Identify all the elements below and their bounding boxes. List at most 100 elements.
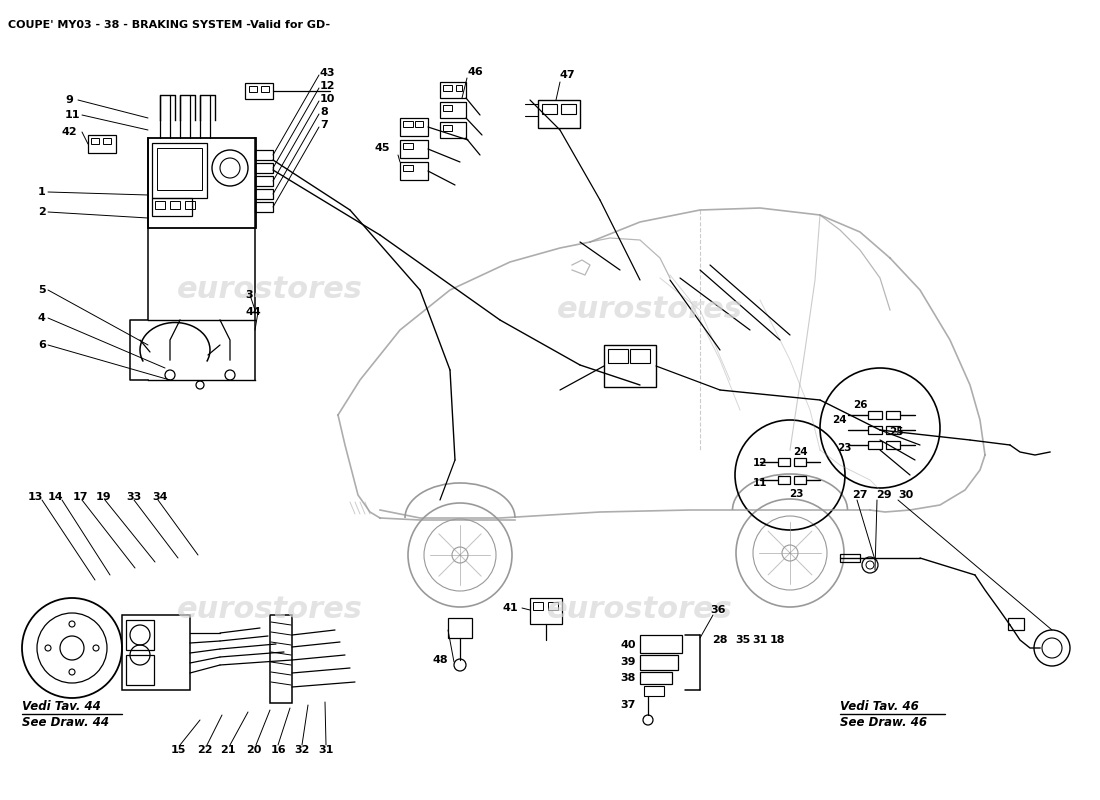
Bar [794,458,806,466]
Text: 24: 24 [793,447,807,457]
Bar [548,602,558,610]
Text: 43: 43 [320,68,336,78]
Bar [886,411,900,419]
Bar [443,105,452,111]
Bar [886,441,900,449]
Bar [530,598,562,624]
Bar [103,138,111,144]
Text: 6: 6 [39,340,46,350]
Bar [157,148,202,190]
Text: 38: 38 [620,673,636,683]
Text: 21: 21 [220,745,235,755]
Bar [122,615,190,690]
Text: 22: 22 [197,745,212,755]
Bar [400,118,428,136]
Text: 13: 13 [28,492,43,502]
Text: 20: 20 [246,745,262,755]
Bar [456,85,462,91]
Bar [534,602,543,610]
Bar [400,140,428,158]
Text: 40: 40 [620,640,636,650]
Text: 12: 12 [752,458,767,468]
Text: 17: 17 [73,492,88,502]
Text: See Draw. 44: See Draw. 44 [22,716,109,729]
Bar [630,349,650,363]
Bar [886,426,900,434]
Text: 11: 11 [752,478,767,488]
Text: 3: 3 [245,290,253,300]
Bar [170,201,180,209]
Bar [604,345,656,387]
Bar [261,86,270,92]
Text: 12: 12 [320,81,336,91]
Text: eurostores: eurostores [177,595,363,625]
Text: 31: 31 [318,745,333,755]
Bar [440,122,466,138]
Bar [249,86,257,92]
Bar [440,102,466,118]
Text: eurostores: eurostores [547,595,733,625]
Text: 27: 27 [852,490,868,500]
Text: 15: 15 [170,745,186,755]
Text: Vedi Tav. 44: Vedi Tav. 44 [22,700,101,713]
Text: 11: 11 [65,110,80,120]
Text: 41: 41 [503,603,518,613]
Bar [403,143,412,149]
Text: 24: 24 [833,415,847,425]
Text: See Draw. 46: See Draw. 46 [840,716,927,729]
Bar [400,162,428,180]
Text: 7: 7 [320,120,328,130]
Text: 9: 9 [65,95,73,105]
Text: 19: 19 [96,492,111,502]
Bar [794,476,806,484]
Bar [403,165,412,171]
Bar [91,138,99,144]
Bar [868,411,882,419]
Text: 37: 37 [620,700,636,710]
Text: 48: 48 [432,655,448,665]
Bar [255,176,273,186]
Text: 44: 44 [245,307,261,317]
Bar [255,202,273,212]
Bar [255,189,273,199]
Bar [542,104,557,114]
Text: 25: 25 [889,427,903,437]
Text: 10: 10 [320,94,336,104]
Text: 28: 28 [712,635,727,645]
Bar [561,104,576,114]
Bar [270,615,292,703]
Bar [640,635,682,653]
Bar [868,441,882,449]
Text: Vedi Tav. 46: Vedi Tav. 46 [840,700,918,713]
Bar [640,655,678,670]
Bar [608,349,628,363]
Text: 2: 2 [39,207,46,217]
Text: 30: 30 [898,490,913,500]
Bar [443,125,452,131]
Text: 46: 46 [468,67,484,77]
Bar [778,476,790,484]
Bar [415,121,424,127]
Text: 1: 1 [39,187,46,197]
Text: 45: 45 [374,143,390,153]
Bar [443,85,452,91]
Text: 29: 29 [876,490,892,500]
Bar [152,198,192,216]
Text: 39: 39 [620,657,636,667]
Text: 16: 16 [271,745,286,755]
Bar [840,554,860,562]
Bar [126,655,154,685]
Bar [448,618,472,638]
Text: 4: 4 [39,313,46,323]
Bar [640,672,672,684]
Text: 36: 36 [710,605,726,615]
Bar [644,686,664,696]
Bar [1008,618,1024,630]
Text: eurostores: eurostores [177,275,363,305]
Bar [403,121,412,127]
Bar [538,100,580,128]
Bar [148,138,256,228]
Text: 8: 8 [320,107,328,117]
Text: COUPE' MY03 - 38 - BRAKING SYSTEM -Valid for GD-: COUPE' MY03 - 38 - BRAKING SYSTEM -Valid… [8,20,330,30]
Text: 33: 33 [126,492,141,502]
